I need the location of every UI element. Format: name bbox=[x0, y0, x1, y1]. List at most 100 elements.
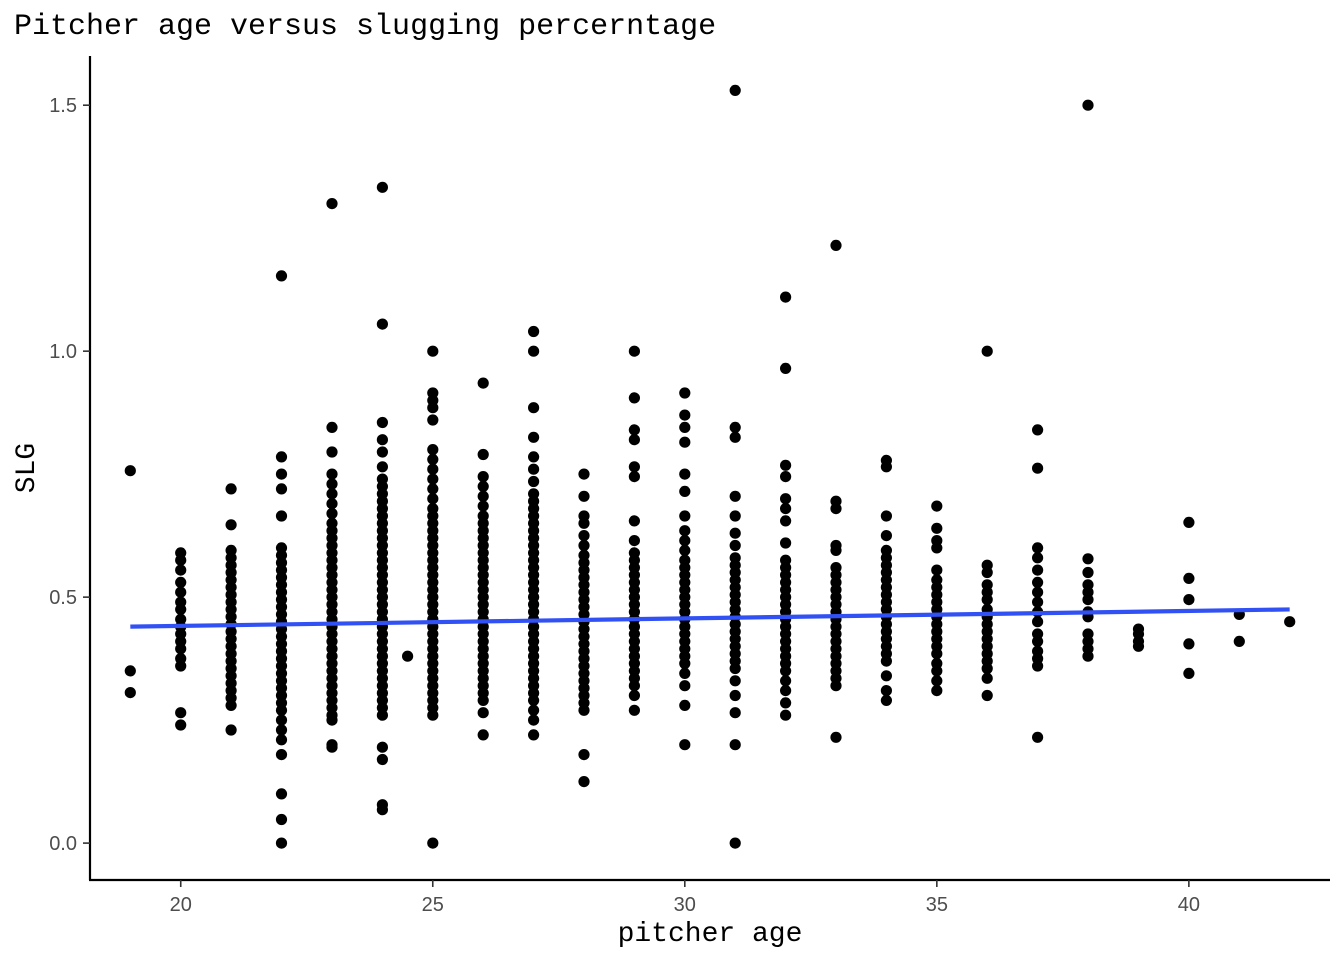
data-point bbox=[679, 699, 691, 712]
data-point bbox=[981, 672, 993, 684]
y-axis-title: SLG bbox=[12, 443, 43, 493]
data-point bbox=[1032, 462, 1044, 474]
data-point bbox=[981, 662, 993, 675]
y-tick-label: 0.5 bbox=[49, 587, 77, 609]
data-point bbox=[427, 414, 439, 426]
data-point bbox=[376, 804, 388, 816]
data-point bbox=[780, 515, 792, 527]
data-point bbox=[225, 519, 237, 531]
data-point bbox=[275, 704, 288, 716]
data-point bbox=[1183, 594, 1195, 606]
data-point bbox=[175, 586, 187, 598]
data-point bbox=[275, 483, 288, 495]
data-point bbox=[275, 468, 288, 480]
data-point bbox=[931, 685, 943, 697]
y-tick-label: 1.0 bbox=[49, 341, 77, 363]
data-point bbox=[1284, 616, 1296, 628]
data-point bbox=[880, 655, 893, 667]
data-point bbox=[376, 318, 388, 330]
data-point bbox=[1233, 635, 1245, 648]
data-point bbox=[376, 446, 388, 458]
data-point bbox=[427, 473, 439, 485]
data-point bbox=[931, 564, 943, 576]
data-point bbox=[1183, 667, 1195, 680]
data-point bbox=[528, 475, 540, 488]
data-point bbox=[679, 387, 691, 399]
data-point bbox=[578, 530, 590, 542]
data-point bbox=[679, 657, 691, 670]
data-point bbox=[628, 461, 641, 473]
x-tick-label: 40 bbox=[1178, 894, 1200, 916]
data-point bbox=[175, 576, 187, 589]
data-point bbox=[326, 714, 338, 726]
data-point bbox=[729, 689, 741, 702]
data-point bbox=[1183, 572, 1195, 585]
data-point bbox=[528, 325, 540, 338]
data-point bbox=[729, 510, 741, 522]
data-point bbox=[326, 421, 338, 433]
data-point bbox=[175, 564, 187, 576]
data-point bbox=[780, 459, 792, 471]
x-tick-label: 25 bbox=[422, 894, 444, 916]
data-point bbox=[981, 345, 993, 357]
data-point bbox=[1032, 564, 1044, 576]
data-point bbox=[780, 471, 792, 483]
data-point bbox=[578, 490, 590, 502]
data-point bbox=[427, 837, 439, 849]
data-point bbox=[1082, 650, 1094, 662]
data-point bbox=[477, 471, 489, 483]
data-point bbox=[427, 493, 439, 505]
x-axis-ticks: 20 25 30 35 40 bbox=[170, 880, 1200, 916]
data-point bbox=[628, 689, 641, 702]
y-tick-label: 1.5 bbox=[49, 95, 77, 117]
data-point bbox=[780, 665, 792, 677]
data-point bbox=[1032, 552, 1044, 564]
data-point bbox=[679, 436, 691, 448]
data-point bbox=[376, 753, 388, 766]
data-point bbox=[1032, 635, 1044, 648]
data-point bbox=[376, 434, 388, 446]
y-tick-label: 0.0 bbox=[49, 833, 77, 855]
data-point bbox=[880, 670, 893, 682]
data-point bbox=[275, 270, 288, 282]
data-point bbox=[679, 535, 691, 547]
data-point bbox=[830, 503, 842, 515]
data-point bbox=[780, 685, 792, 697]
data-point bbox=[880, 510, 893, 522]
data-point bbox=[427, 463, 439, 475]
data-point bbox=[477, 694, 489, 707]
data-point bbox=[729, 431, 741, 443]
data-point bbox=[981, 566, 993, 579]
data-point bbox=[981, 689, 993, 702]
data-point bbox=[1183, 516, 1195, 529]
data-point bbox=[528, 704, 540, 716]
data-point bbox=[275, 451, 288, 463]
x-tick-label: 35 bbox=[926, 894, 948, 916]
data-point bbox=[628, 471, 641, 483]
data-point bbox=[175, 603, 187, 616]
data-point bbox=[376, 416, 388, 429]
trend-line bbox=[130, 607, 1290, 629]
data-point bbox=[477, 500, 489, 512]
data-point bbox=[1032, 542, 1044, 554]
data-point bbox=[275, 813, 288, 826]
data-point bbox=[931, 500, 943, 512]
data-point bbox=[729, 527, 741, 539]
data-point bbox=[880, 530, 893, 542]
data-point bbox=[1032, 596, 1044, 608]
data-point bbox=[1032, 660, 1044, 672]
data-point bbox=[679, 468, 691, 480]
data-point bbox=[679, 510, 691, 522]
data-point bbox=[376, 709, 388, 721]
data-point bbox=[729, 421, 741, 433]
data-point bbox=[729, 84, 741, 96]
data-point bbox=[578, 468, 590, 480]
points-layer bbox=[124, 84, 1296, 849]
data-point bbox=[729, 490, 741, 502]
data-point bbox=[679, 667, 691, 680]
data-point bbox=[880, 685, 893, 697]
data-point bbox=[275, 837, 288, 849]
data-point bbox=[780, 537, 792, 549]
data-point bbox=[931, 648, 943, 660]
